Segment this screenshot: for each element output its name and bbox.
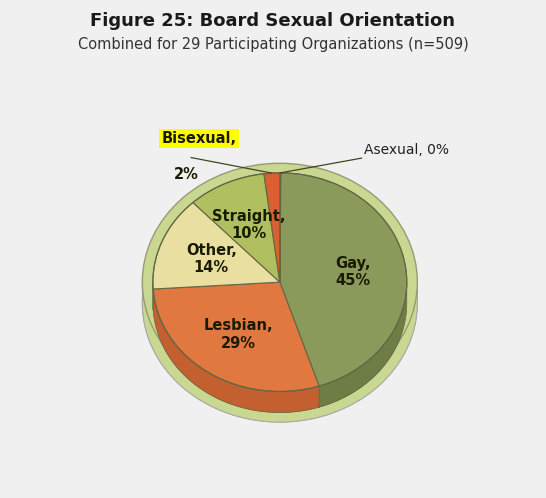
Polygon shape (280, 173, 407, 386)
Text: Gay,
45%: Gay, 45% (335, 256, 370, 288)
Text: Other,
14%: Other, 14% (186, 243, 237, 275)
Polygon shape (264, 173, 280, 282)
Text: Bisexual,: Bisexual, (162, 131, 236, 146)
Text: Lesbian,
29%: Lesbian, 29% (204, 318, 273, 351)
Text: Figure 25: Board Sexual Orientation: Figure 25: Board Sexual Orientation (91, 12, 455, 30)
Text: Asexual, 0%: Asexual, 0% (281, 143, 449, 173)
Text: 2%: 2% (174, 167, 199, 182)
Polygon shape (153, 289, 319, 412)
Ellipse shape (167, 302, 401, 331)
Polygon shape (280, 173, 281, 282)
Ellipse shape (143, 184, 417, 422)
Polygon shape (143, 290, 322, 422)
Ellipse shape (143, 163, 417, 401)
Text: Combined for 29 Participating Organizations (n=509): Combined for 29 Participating Organizati… (78, 37, 468, 52)
Polygon shape (153, 289, 319, 412)
Polygon shape (193, 174, 280, 282)
Text: Straight,
10%: Straight, 10% (212, 209, 285, 241)
Polygon shape (319, 283, 407, 407)
Polygon shape (153, 203, 280, 289)
Polygon shape (322, 283, 417, 416)
Polygon shape (153, 282, 319, 391)
Polygon shape (319, 278, 407, 407)
